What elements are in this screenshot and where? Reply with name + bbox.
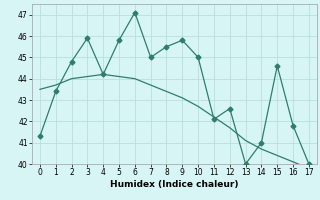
X-axis label: Humidex (Indice chaleur): Humidex (Indice chaleur) — [110, 180, 239, 189]
